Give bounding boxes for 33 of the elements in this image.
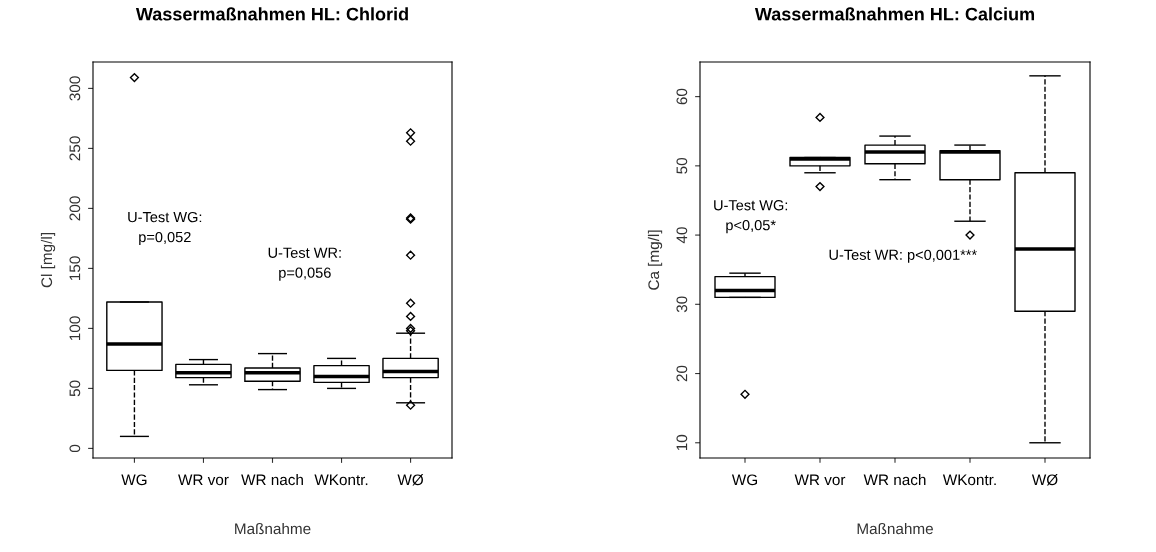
x-tick-label: WR nach [863, 473, 926, 486]
x-axis-title: Maßnahme [235, 522, 311, 535]
y-axis-title: Ca [mg/l] [647, 230, 663, 290]
x-tick-label: WØ [397, 474, 424, 486]
annotation: U-Test WG: p<0,05* [714, 200, 788, 234]
x-tick-label: WG [731, 474, 758, 486]
y-tick-label: 300 [69, 76, 81, 101]
annotation: U-Test WR: p=0,056 [268, 247, 341, 281]
y-axis-title: Cl [mg/l] [40, 233, 56, 288]
x-tick-label: WR vor [178, 474, 229, 486]
x-axis-title: Maßnahme [857, 522, 933, 535]
y-tick-label: 50 [69, 380, 81, 397]
chart-title: Wassermaßnahmen HL: Calcium [754, 7, 1035, 21]
x-tick-label: WKontr. [314, 474, 368, 486]
chart-title: Wassermaßnahmen HL: Chlorid [135, 7, 408, 21]
y-tick-label: 60 [676, 88, 688, 105]
y-tick-label: 150 [69, 256, 81, 280]
y-tick-label: 50 [676, 157, 688, 174]
x-tick-label: WG [121, 474, 147, 486]
x-tick-label: WR nach [241, 473, 303, 486]
annotation: U-Test WG: p=0,052 [128, 211, 202, 246]
x-tick-label: WØ [1031, 474, 1058, 486]
annotation: U-Test WR: p<0,001*** [829, 249, 977, 263]
y-tick-label: 40 [676, 227, 688, 244]
y-tick-label: 250 [69, 136, 81, 161]
x-tick-label: WKontr. [942, 474, 996, 486]
y-tick-label: 30 [676, 296, 688, 313]
y-tick-label: 100 [69, 316, 81, 340]
x-tick-label: WR vor [794, 474, 846, 486]
y-tick-label: 10 [676, 434, 688, 451]
y-tick-label: 200 [69, 196, 81, 221]
y-tick-label: 0 [69, 444, 81, 453]
y-tick-label: 20 [676, 365, 688, 382]
